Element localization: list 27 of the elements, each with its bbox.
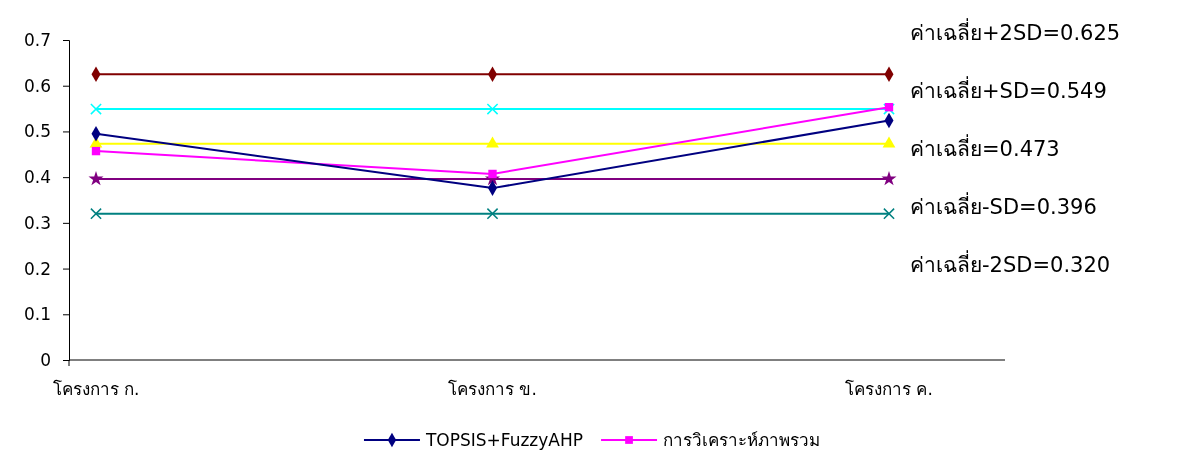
point — [91, 146, 101, 156]
y-tick-label: 0.4 — [23, 167, 51, 188]
x-tick-label: โครงการ ข. — [448, 379, 537, 399]
legend-label: TOPSIS+FuzzyAHP — [424, 430, 584, 450]
annotation: ค่าเฉลี่ย-SD=0.396 — [910, 192, 1097, 219]
point — [488, 169, 497, 179]
point — [486, 103, 499, 115]
x-tick-label: โครงการ ค. — [845, 379, 933, 399]
point — [883, 207, 895, 220]
y-tick-label: 0 — [40, 349, 51, 370]
annotation: ค่าเฉลี่ย+2SD=0.625 — [910, 18, 1121, 45]
y-tick-label: 0.1 — [23, 304, 51, 325]
y-tick-label: 0.6 — [23, 75, 51, 96]
legend-label: การวิเคราะห์ภาพรวม — [663, 430, 821, 450]
annotation: ค่าเฉลี่ย+SD=0.549 — [910, 76, 1107, 103]
y-tick-label: 0.2 — [23, 258, 51, 279]
point — [486, 136, 499, 148]
point — [486, 207, 499, 220]
point — [90, 207, 102, 220]
y-tick-label: 0.3 — [23, 212, 51, 233]
annotation: ค่าเฉลี่ย-2SD=0.320 — [910, 250, 1111, 277]
y-tick-label: 0.7 — [23, 29, 51, 50]
point — [882, 136, 896, 148]
point — [90, 103, 102, 115]
annotation: ค่าเฉลี่ย=0.473 — [910, 134, 1060, 161]
y-tick-label: 0.5 — [23, 121, 51, 142]
x-tick-label: โครงการ ก. — [52, 379, 140, 399]
